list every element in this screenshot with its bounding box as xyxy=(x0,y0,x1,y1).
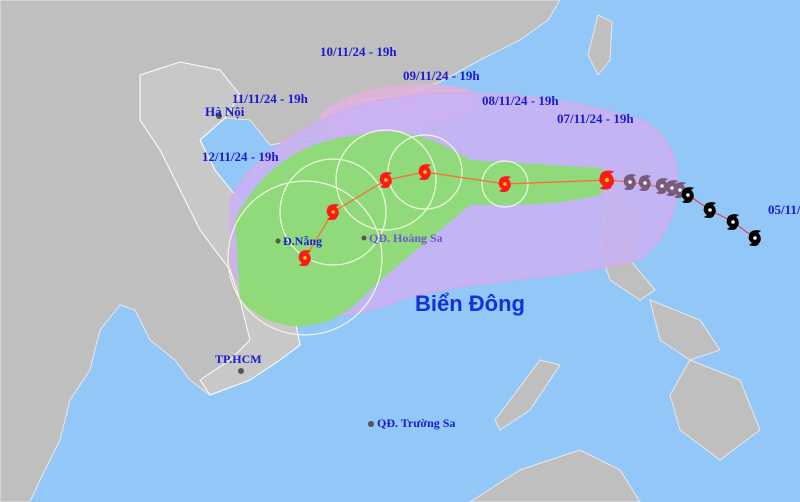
forecast-storm-icon xyxy=(326,204,339,221)
forecast-storm-icon xyxy=(599,170,615,190)
forecast-storm-icon xyxy=(298,250,311,267)
past-storm-icon xyxy=(655,178,668,195)
place-truongsa: QĐ. Trường Sa xyxy=(377,416,456,430)
place-hoangsa: QĐ. Hoàng Sa xyxy=(369,231,443,245)
label-12-11: 12/11/24 - 19h xyxy=(202,149,279,164)
danang-dot xyxy=(275,238,281,244)
hanoi-dot xyxy=(216,113,222,119)
land-borneo xyxy=(469,449,641,502)
tphcm-dot xyxy=(238,368,244,374)
past-storm-icon xyxy=(748,230,761,247)
past-storm-icon xyxy=(726,214,739,231)
sea-name: Biển Đông xyxy=(415,291,525,316)
land-taiwan xyxy=(587,14,613,76)
hoangsa-dot xyxy=(361,235,367,241)
wind-radius-circle xyxy=(335,129,437,231)
wind-radius-circle xyxy=(279,158,387,266)
wind-radius-circle xyxy=(227,180,383,336)
past-storm-icon xyxy=(681,187,694,204)
forecast-storm-icon xyxy=(498,176,511,193)
forecast-storm-icon xyxy=(418,164,431,181)
wind-radius-circle xyxy=(481,160,529,208)
place-tphcm: TP.HCM xyxy=(215,352,262,366)
wind-zone xyxy=(235,131,612,327)
past-storm-icon xyxy=(638,175,651,192)
label-09-11: 09/11/24 - 19h xyxy=(403,68,480,83)
past-storm-icon xyxy=(703,202,716,219)
land-philippines xyxy=(494,189,761,461)
place-danang: Đ.Nẵng xyxy=(283,234,323,248)
past-track-line xyxy=(687,194,756,239)
label-05-11: 05/11/ xyxy=(768,202,800,217)
label-07-11: 07/11/24 - 19h xyxy=(557,111,634,126)
label-08-11: 08/11/24 - 19h xyxy=(482,93,559,108)
forecast-storm-icon xyxy=(379,172,392,189)
place-hanoi: Hà Nội xyxy=(205,104,245,119)
past-storm-icon xyxy=(623,174,636,191)
truongsa-dot xyxy=(368,421,374,427)
label-10-11: 10/11/24 - 19h xyxy=(320,44,397,59)
wind-radius-circle xyxy=(387,134,463,210)
label-11-11: 11/11/24 - 19h xyxy=(232,91,308,106)
